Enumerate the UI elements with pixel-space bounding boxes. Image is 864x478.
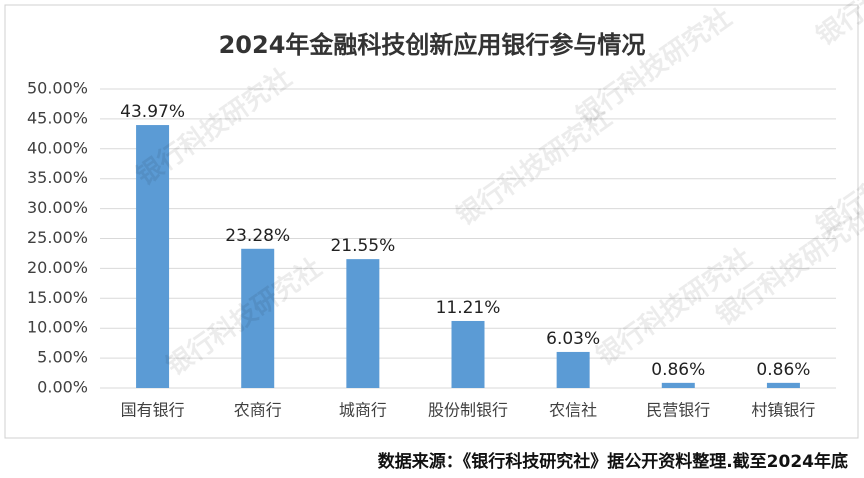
bar: [556, 351, 590, 388]
x-tick-label: 农信社: [549, 401, 597, 420]
chart-frame: [4, 4, 859, 439]
y-tick-label: 5.00%: [37, 348, 88, 367]
bar: [346, 259, 380, 388]
y-tick-label: 15.00%: [27, 288, 88, 307]
bar: [451, 320, 485, 388]
source-note: 数据来源：《银行科技研究社》据公开资料整理.截至2024年底: [378, 451, 848, 472]
data-label: 23.28%: [225, 226, 290, 246]
x-tick-label: 股份制银行: [428, 401, 508, 420]
y-tick-label: 10.00%: [27, 318, 88, 337]
y-tick-label: 35.00%: [27, 168, 88, 187]
data-label: 6.03%: [546, 329, 600, 349]
data-label: 43.97%: [120, 102, 185, 122]
y-tick-label: 25.00%: [27, 228, 88, 247]
y-tick-label: 50.00%: [27, 79, 88, 98]
data-label: 0.86%: [756, 360, 810, 380]
bar: [766, 382, 800, 388]
data-label: 0.86%: [651, 360, 705, 380]
y-tick-label: 40.00%: [27, 138, 88, 157]
y-tick-label: 0.00%: [37, 378, 88, 397]
bar: [241, 248, 275, 388]
y-tick-label: 20.00%: [27, 258, 88, 277]
data-label: 11.21%: [436, 298, 501, 318]
y-tick-label: 45.00%: [27, 108, 88, 127]
data-label: 21.55%: [330, 236, 395, 256]
x-tick-label: 村镇银行: [751, 401, 815, 420]
chart-title: 2024年金融科技创新应用银行参与情况: [219, 31, 646, 59]
x-tick-label: 农商行: [234, 401, 282, 420]
x-tick-label: 民营银行: [646, 401, 710, 420]
bar: [136, 125, 170, 389]
bar: [661, 382, 695, 388]
x-tick-label: 城商行: [339, 401, 387, 420]
x-tick-label: 国有银行: [121, 401, 185, 420]
y-tick-label: 30.00%: [27, 198, 88, 217]
